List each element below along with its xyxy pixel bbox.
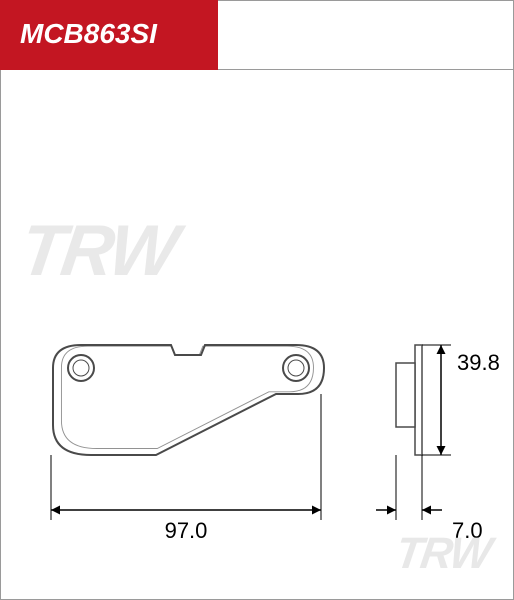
mount-hole-right [283,355,309,381]
side-backplate [415,345,422,455]
technical-drawing: 97.039.87.0 [1,70,514,600]
dim-width-value: 97.0 [165,518,208,543]
mount-hole-left [68,355,94,381]
side-friction [396,363,415,427]
brake-pad-front [53,345,324,455]
dim-height-value: 39.8 [457,350,500,375]
header: MCB863SI [0,0,514,70]
header-spacer [218,0,514,70]
brand-logo-bottom: TRW [392,529,492,579]
diagram-area: TRW 97.039.87.0 TRW [0,70,514,600]
product-code-label: MCB863SI [0,0,218,70]
